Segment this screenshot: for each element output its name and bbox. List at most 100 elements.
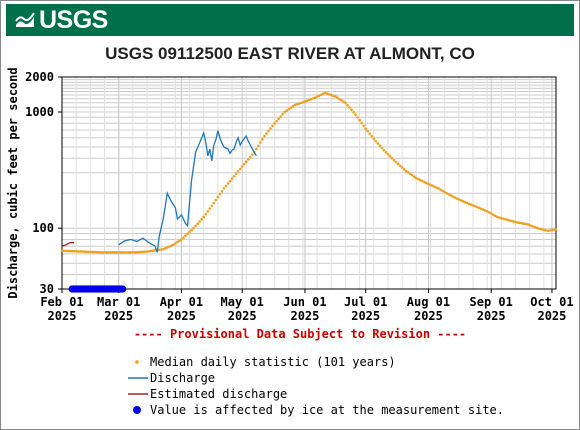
- median-point: [313, 96, 317, 99]
- median-point: [487, 211, 491, 214]
- median-point: [465, 201, 469, 205]
- x-tick-label-month: May 01: [221, 295, 264, 309]
- median-point: [500, 216, 503, 220]
- median-point: [495, 215, 499, 219]
- median-point: [520, 221, 523, 225]
- median-point: [84, 250, 88, 254]
- median-point: [66, 249, 70, 253]
- x-tick-label-month: Jun 01: [283, 295, 326, 309]
- median-point: [291, 105, 295, 108]
- median-point: [145, 250, 149, 253]
- median-point: [524, 222, 527, 226]
- median-point: [283, 110, 287, 114]
- median-point: [532, 225, 536, 228]
- median-point: [483, 209, 487, 212]
- median-point: [372, 137, 376, 141]
- y-tick-label: 30: [40, 282, 54, 296]
- median-point: [289, 106, 293, 110]
- median-point: [350, 108, 353, 112]
- median-point: [214, 198, 218, 202]
- median-point: [242, 162, 246, 166]
- median-point: [311, 97, 315, 100]
- median-point: [186, 232, 189, 236]
- median-point: [374, 139, 378, 143]
- median-point: [530, 224, 534, 228]
- median-point: [129, 251, 133, 254]
- median-point: [340, 98, 343, 102]
- median-point: [522, 222, 525, 225]
- median-point: [74, 250, 78, 253]
- estimated-line-icon: [128, 386, 150, 402]
- header-banner: USGS: [6, 4, 574, 36]
- median-point: [93, 250, 96, 254]
- median-point: [467, 202, 471, 206]
- median-point: [356, 116, 359, 119]
- median-point: [552, 228, 556, 231]
- legend-label-median: Median daily statistic (101 years): [150, 355, 396, 369]
- median-point: [89, 250, 92, 254]
- median-point: [459, 199, 463, 202]
- median-point: [202, 215, 206, 219]
- median-point: [251, 153, 254, 156]
- median-point: [236, 170, 240, 173]
- median-point: [317, 94, 321, 98]
- median-point: [538, 227, 542, 231]
- median-point: [321, 92, 325, 96]
- legend-item-ice: Value is affected by ice at the measurem…: [128, 402, 504, 418]
- legend-label-discharge: Discharge: [150, 371, 216, 385]
- x-tick-label-month: Jul 01: [344, 295, 387, 309]
- median-point: [182, 236, 185, 239]
- median-point: [287, 107, 291, 111]
- median-point: [200, 217, 203, 221]
- plot-border: [61, 76, 557, 290]
- median-point: [376, 142, 380, 145]
- median-point: [536, 226, 540, 230]
- median-point: [542, 228, 546, 232]
- median-point: [147, 249, 151, 253]
- estimated-line: [61, 242, 75, 247]
- median-point: [323, 91, 327, 95]
- median-point: [453, 196, 457, 199]
- median-point: [151, 249, 155, 252]
- median-point: [109, 251, 112, 254]
- median-point: [449, 194, 453, 197]
- median-point: [230, 177, 234, 180]
- median-point: [417, 177, 420, 181]
- median-point: [226, 182, 230, 185]
- median-point: [544, 228, 548, 232]
- median-point: [471, 204, 475, 207]
- median-point: [506, 218, 509, 222]
- median-point: [429, 183, 432, 187]
- median-point: [346, 103, 349, 107]
- median-point: [303, 100, 307, 103]
- median-point: [461, 199, 465, 203]
- y-tick-label: 100: [32, 221, 54, 235]
- median-point: [159, 248, 163, 251]
- median-point: [198, 220, 201, 223]
- median-point: [105, 251, 108, 254]
- median-point: [528, 223, 531, 227]
- median-point: [275, 119, 278, 123]
- median-point: [400, 166, 404, 169]
- median-point: [76, 250, 80, 253]
- median-point: [382, 148, 386, 152]
- median-point: [255, 147, 258, 151]
- median-point: [277, 117, 280, 121]
- median-point: [170, 244, 173, 247]
- median-point: [327, 93, 331, 96]
- usgs-wave-icon: [15, 12, 35, 27]
- median-point: [271, 124, 274, 128]
- median-point: [269, 127, 272, 130]
- median-point: [473, 204, 477, 208]
- median-point: [168, 245, 171, 248]
- median-point: [165, 246, 169, 249]
- median-point: [273, 121, 276, 125]
- median-point: [398, 164, 402, 168]
- median-point: [433, 185, 436, 188]
- median-point: [157, 248, 161, 252]
- median-point: [331, 94, 335, 98]
- median-point: [137, 250, 141, 254]
- usgs-logo[interactable]: USGS: [14, 4, 108, 36]
- median-point: [305, 99, 309, 103]
